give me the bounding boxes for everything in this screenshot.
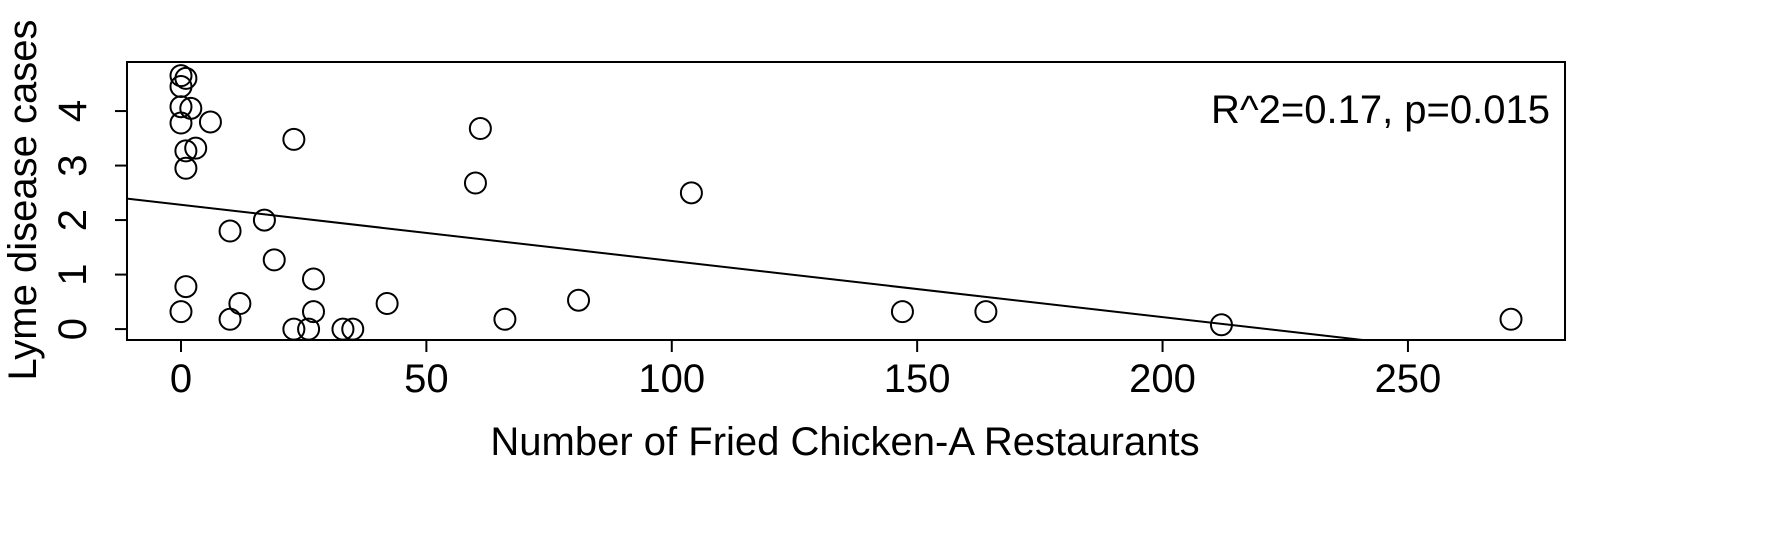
- x-tick-label: 0: [170, 357, 192, 401]
- data-point: [169, 95, 193, 119]
- data-point: [282, 127, 306, 151]
- data-point: [174, 275, 198, 299]
- data-point: [375, 291, 399, 315]
- data-point: [169, 64, 193, 88]
- data-point: [218, 307, 242, 331]
- data-point: [331, 317, 355, 341]
- data-point: [228, 291, 252, 315]
- data-point: [174, 139, 198, 163]
- data-point: [679, 181, 703, 205]
- data-point: [463, 171, 487, 195]
- y-tick-label: 1: [51, 263, 95, 285]
- data-point: [252, 208, 276, 232]
- data-point: [198, 110, 222, 134]
- y-tick-label: 0: [51, 318, 95, 340]
- data-point: [184, 136, 208, 160]
- y-tick-label: 4: [51, 100, 95, 122]
- data-point: [301, 267, 325, 291]
- data-point: [468, 117, 492, 141]
- plot-area: 0 50 100 150 200 250 0 1 2 3 4: [51, 61, 1566, 401]
- x-tick-label: 150: [884, 357, 951, 401]
- x-axis-label: Number of Fried Chicken-A Restaurants: [490, 420, 1199, 464]
- fit-annotation: R^2=0.17, p=0.015: [1211, 88, 1550, 132]
- data-point: [974, 300, 998, 324]
- plot-frame: [126, 61, 1566, 341]
- data-point: [890, 300, 914, 324]
- data-point: [174, 156, 198, 180]
- data-point: [218, 219, 242, 243]
- data-point: [169, 300, 193, 324]
- data-point: [297, 317, 321, 341]
- data-point: [1499, 307, 1523, 331]
- data-point: [1209, 313, 1233, 337]
- y-tick-label: 2: [51, 209, 95, 231]
- x-tick-label: 50: [404, 357, 449, 401]
- data-point: [262, 248, 286, 272]
- data-point: [301, 300, 325, 324]
- data-point: [493, 307, 517, 331]
- x-tick-label: 200: [1129, 357, 1196, 401]
- data-point: [282, 317, 306, 341]
- data-point: [169, 111, 193, 135]
- y-axis-label: Lyme disease cases: [1, 20, 45, 381]
- regression-line: [127, 197, 1372, 340]
- x-tick-label: 250: [1375, 357, 1442, 401]
- data-point: [341, 317, 365, 341]
- y-tick-label: 3: [51, 154, 95, 176]
- data-point: [567, 288, 591, 312]
- x-tick-label: 100: [638, 357, 705, 401]
